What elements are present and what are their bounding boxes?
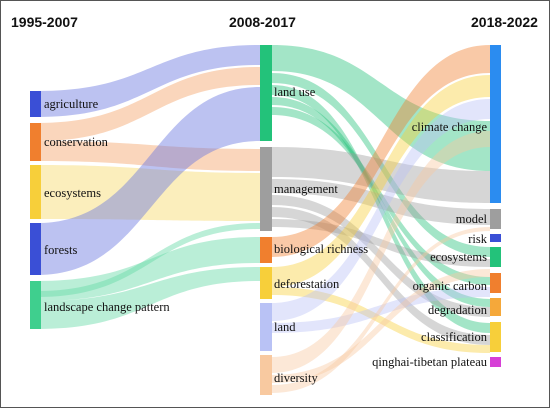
- node-label-landscape: landscape change pattern: [44, 300, 170, 314]
- flow-management-classification: [272, 207, 490, 345]
- flow-landscape-management: [37, 223, 260, 297]
- node-model: [490, 209, 501, 229]
- flow-agriculture-landuse: [37, 45, 260, 117]
- flow-conservation-landuse: [37, 67, 260, 141]
- node-organic: [490, 273, 501, 293]
- middle-column: land use management biological richness …: [260, 45, 368, 395]
- flow-biorich-climate: [272, 45, 490, 257]
- flow-landuse-ecosystems: [272, 73, 490, 257]
- flow-landscape-deforest: [37, 267, 260, 329]
- node-qinghai: [490, 357, 501, 367]
- flow-forests-landuse: [37, 87, 260, 275]
- flows-left-middle: [37, 45, 260, 329]
- right-column: climate change model risk ecosystems org…: [372, 45, 501, 369]
- period-header-3: 2018-2022: [471, 14, 538, 30]
- node-conservation: [30, 123, 41, 161]
- node-label-organic: organic carbon: [413, 279, 488, 293]
- node-label-risk: risk: [468, 232, 488, 246]
- node-risk: [490, 234, 501, 242]
- node-label-ecosystems: ecosystems: [44, 186, 101, 200]
- flow-management-degradation: [272, 195, 490, 317]
- flow-diversity-organic: [272, 269, 490, 383]
- node-label-land: land: [274, 320, 296, 334]
- node-label-landuse: land use: [274, 85, 316, 99]
- node-label-forests: forests: [44, 243, 77, 257]
- flow-conservation-management: [37, 141, 260, 171]
- flow-diversity-climate: [272, 131, 490, 373]
- node-diversity: [260, 355, 272, 395]
- flow-management-model: [272, 179, 490, 225]
- flow-landuse-organic: [272, 107, 490, 285]
- flow-landuse-climate: [272, 45, 490, 171]
- flow-landscape-biorich: [37, 237, 260, 301]
- node-label-ecosystems-r: ecosystems: [430, 250, 487, 264]
- flow-deforest-classification: [272, 287, 490, 353]
- node-label-climate: climate change: [412, 120, 488, 134]
- node-label-biorich: biological richness: [274, 242, 368, 256]
- node-label-qinghai: qinghai-tibetan plateau: [372, 355, 488, 369]
- node-label-management: management: [274, 182, 338, 196]
- node-ecosystems: [30, 165, 41, 219]
- period-header-2: 2008-2017: [229, 14, 296, 30]
- period-header-1: 1995-2007: [11, 14, 78, 30]
- flow-management-climate: [272, 147, 490, 203]
- flow-land-degradation: [272, 287, 490, 333]
- flow-management-ecosystems: [272, 219, 490, 267]
- node-deforest: [260, 267, 272, 299]
- node-label-degradation: degradation: [428, 303, 488, 317]
- node-label-classification: classification: [421, 330, 488, 344]
- node-label-deforest: deforestation: [274, 277, 340, 291]
- node-label-conservation: conservation: [44, 135, 109, 149]
- flow-landuse-classification: [272, 85, 490, 333]
- node-label-agriculture: agriculture: [44, 97, 99, 111]
- node-landscape: [30, 281, 41, 329]
- node-management: [260, 147, 272, 231]
- flows-middle-right: [272, 45, 490, 393]
- node-landuse: [260, 45, 272, 141]
- node-forests: [30, 223, 41, 275]
- flow-diversity-model: [272, 227, 490, 393]
- node-climate: [490, 45, 501, 203]
- node-agriculture: [30, 91, 41, 117]
- node-label-model: model: [456, 212, 488, 226]
- flow-deforest-climate: [272, 75, 490, 287]
- node-biorich: [260, 237, 272, 263]
- flow-ecosystems-management: [37, 165, 260, 221]
- node-degradation: [490, 298, 501, 316]
- flow-land-climate: [272, 99, 490, 321]
- node-classification: [490, 322, 501, 352]
- node-land: [260, 303, 272, 351]
- left-column: agriculture conservation ecosystems fore…: [30, 91, 170, 329]
- flow-landuse-degradation: [272, 97, 490, 307]
- node-label-diversity: diversity: [274, 371, 318, 385]
- node-ecosystems-r: [490, 247, 501, 267]
